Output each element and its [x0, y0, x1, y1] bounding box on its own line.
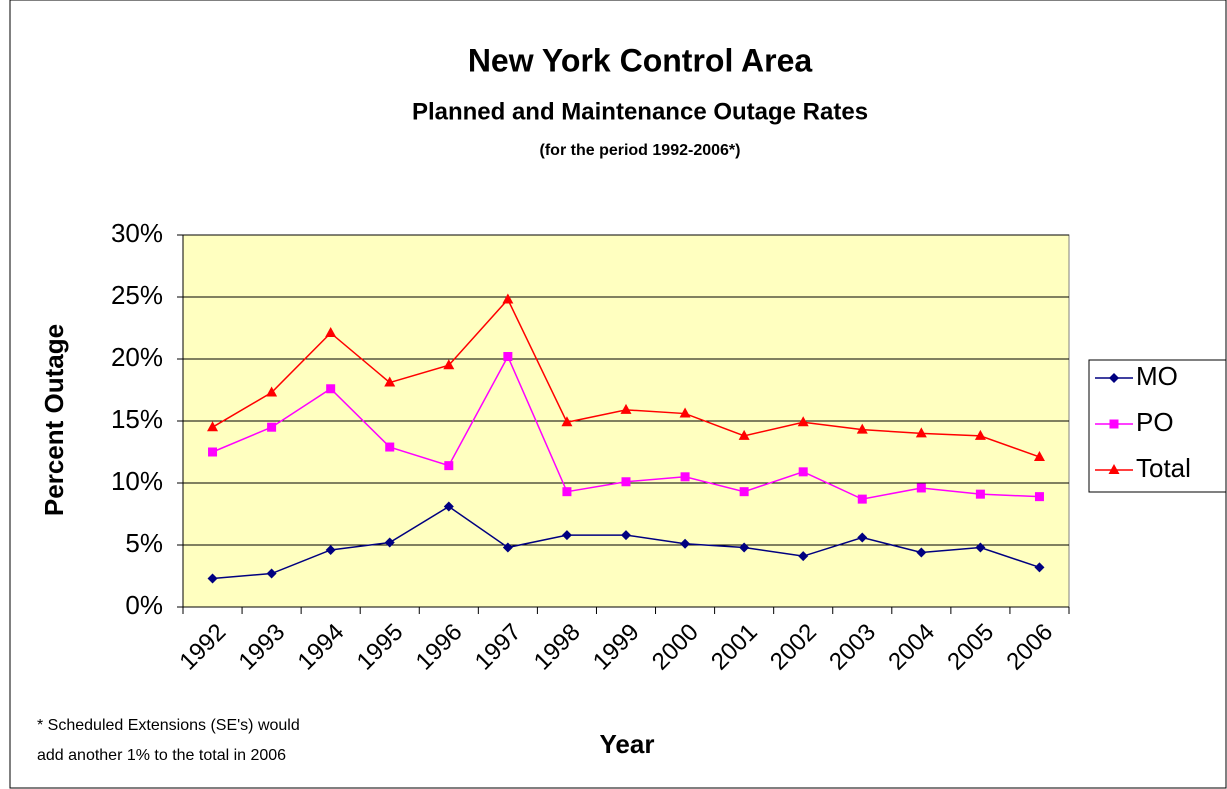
legend-label: Total [1136, 453, 1191, 483]
chart-title: New York Control Area [468, 42, 813, 78]
marker [916, 547, 927, 558]
marker [384, 376, 396, 387]
marker [620, 403, 632, 414]
marker [207, 573, 218, 584]
marker [621, 477, 631, 487]
marker [738, 429, 750, 440]
marker [502, 542, 513, 553]
marker [680, 538, 691, 549]
marker [503, 352, 513, 362]
marker [443, 501, 454, 512]
marker [915, 427, 927, 438]
legend-label: MO [1136, 361, 1178, 391]
marker [857, 532, 868, 543]
y-tick-label: 20% [111, 342, 163, 372]
marker [798, 467, 808, 477]
marker [916, 483, 926, 493]
marker [739, 542, 750, 553]
marker [267, 422, 277, 432]
marker [325, 326, 337, 337]
marker [798, 551, 809, 562]
y-tick-label: 0% [125, 590, 163, 620]
marker [207, 421, 219, 432]
footnote: * Scheduled Extensions (SE's) would [37, 717, 300, 734]
marker [266, 386, 278, 397]
y-tick-label: 10% [111, 466, 163, 496]
marker [208, 447, 218, 457]
marker [679, 407, 691, 418]
marker [326, 384, 336, 394]
marker [1034, 562, 1045, 573]
marker [1033, 450, 1045, 461]
marker [857, 494, 867, 504]
marker [1034, 492, 1044, 502]
marker [502, 293, 514, 304]
marker [561, 416, 573, 427]
marker [621, 530, 631, 541]
marker [444, 461, 454, 471]
y-tick-label: 25% [111, 280, 163, 310]
marker [384, 537, 395, 548]
marker [325, 544, 336, 555]
marker [266, 568, 277, 579]
period-note: (for the period 1992-2006*) [540, 142, 741, 159]
marker [975, 489, 985, 499]
legend-label: PO [1136, 407, 1174, 437]
marker [739, 487, 749, 497]
x-axis-label: Year [600, 729, 655, 759]
y-tick-label: 5% [125, 528, 163, 558]
marker [975, 542, 986, 553]
marker [974, 429, 986, 440]
y-tick-label: 30% [111, 218, 163, 248]
marker [1108, 464, 1120, 474]
footnote: add another 1% to the total in 2006 [37, 747, 286, 764]
marker [797, 416, 809, 427]
marker [562, 487, 572, 497]
marker [680, 472, 690, 482]
marker [443, 359, 455, 370]
marker [1109, 373, 1119, 383]
y-tick-label: 15% [111, 404, 163, 434]
marker [561, 530, 572, 541]
marker [385, 442, 395, 452]
marker [856, 423, 868, 434]
y-axis-label: Percent Outage [39, 324, 69, 516]
chart-subtitle: Planned and Maintenance Outage Rates [412, 98, 868, 125]
marker [1109, 419, 1119, 429]
